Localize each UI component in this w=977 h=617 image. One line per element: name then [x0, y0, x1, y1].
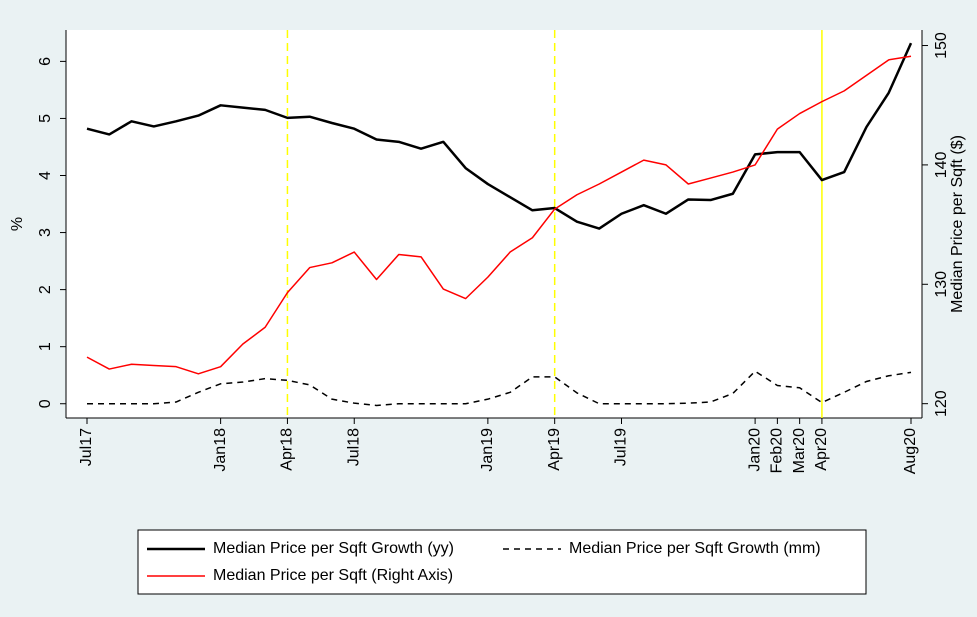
plot-area	[66, 30, 922, 418]
x-tick-label: Jul18	[345, 428, 362, 466]
y2-tick-label: 120	[933, 390, 950, 417]
y2-tick-label: 140	[933, 151, 950, 178]
y-tick-label: 6	[37, 57, 54, 66]
x-tick-label: Jan18	[212, 428, 229, 472]
x-tick-label: Feb20	[769, 428, 786, 473]
x-tick-label: Jan19	[479, 428, 496, 472]
series-line	[86, 42, 913, 230]
y-tick-label: 4	[37, 171, 54, 180]
x-tick-label: Aug20	[902, 428, 919, 474]
x-tick-label: Jul17	[78, 428, 95, 466]
y-tick-label: 3	[37, 228, 54, 237]
y-tick-label: 2	[37, 285, 54, 294]
legend-label: Median Price per Sqft Growth (yy)	[213, 540, 454, 557]
y-tick-label: 1	[37, 342, 54, 351]
y-axis-label: %	[9, 217, 26, 231]
y-tick-label: 5	[37, 114, 54, 123]
x-tick-label: Apr20	[813, 428, 830, 471]
x-tick-label: Jan20	[746, 428, 763, 472]
legend-label: Median Price per Sqft Growth (mm)	[569, 540, 821, 557]
y2-tick-label: 130	[933, 271, 950, 298]
x-tick-label: Jul19	[613, 428, 630, 466]
legend-label: Median Price per Sqft (Right Axis)	[213, 567, 453, 584]
x-tick-label: Apr18	[279, 428, 296, 471]
y2-tick-label: 150	[933, 32, 950, 59]
y-tick-label: 0	[37, 399, 54, 408]
series-line	[86, 55, 912, 375]
series-line	[87, 370, 912, 407]
y2-axis-label: Median Price per Sqft ($)	[949, 135, 966, 313]
x-tick-label: Apr19	[546, 428, 563, 471]
legend-box	[137, 529, 867, 595]
x-tick-label: Mar20	[791, 428, 808, 473]
